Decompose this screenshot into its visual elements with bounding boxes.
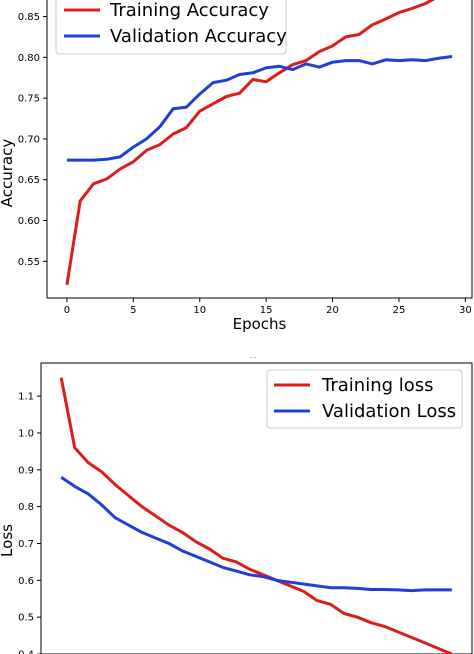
series-line-training <box>65 0 435 286</box>
y-tick-label: 0.60 <box>18 216 40 227</box>
y-tick-label: 0.5 <box>18 613 34 624</box>
loss-chart: 0.4 0.5 0.6 0.7 0.8 0.9 1.0 1.1 Loss Training los… <box>0 362 473 654</box>
y-tick-label: 0.9 <box>18 465 34 476</box>
x-tick-label: 0 <box>64 305 70 316</box>
y-tick-label: 0.70 <box>18 134 40 145</box>
y-tick-label: 0.55 <box>18 257 40 268</box>
y-axis-title: Loss <box>0 524 16 557</box>
x-tick-label: 20 <box>326 305 339 316</box>
separator-dots: ... <box>249 351 257 360</box>
legend-box <box>55 0 287 55</box>
series-line-validation <box>60 475 452 593</box>
y-axis-title: Accuracy <box>0 139 16 208</box>
y-tick-label: 0.4 <box>18 650 34 654</box>
x-tick-label: 5 <box>130 305 136 316</box>
legend-label: Validation Loss <box>322 401 456 422</box>
legend-label: Training loss <box>321 375 434 396</box>
y-tick-label: 0.8 <box>18 502 34 513</box>
legend-box <box>266 369 463 429</box>
plot-frame <box>46 0 473 299</box>
y-tick-label: 0.7 <box>18 539 34 550</box>
y-tick-label: 0.6 <box>18 576 34 587</box>
y-tick-label: 0.85 <box>18 12 40 23</box>
y-tick-label: 1.1 <box>18 392 34 403</box>
y-tick-label: 0.65 <box>18 175 40 186</box>
x-tick-label: 30 <box>459 305 472 316</box>
legend-label: Validation Accuracy <box>110 26 287 47</box>
x-tick-label: 15 <box>260 305 273 316</box>
accuracy-chart: 0.55 0.60 0.65 0.70 0.75 0.80 0.85 0 5 10 15 20 25 30… <box>0 0 473 333</box>
x-tick-label: 10 <box>193 305 206 316</box>
y-tick-label: 0.75 <box>18 94 40 105</box>
series-line-validation <box>66 55 453 162</box>
y-tick-label: 0.80 <box>18 53 40 64</box>
y-tick-label: 1.0 <box>18 428 34 439</box>
x-tick-label: 25 <box>393 305 406 316</box>
plot-frame <box>40 362 473 654</box>
x-axis-title: Epochs <box>233 315 287 333</box>
series-line-training <box>59 377 453 654</box>
legend-label: Training Accuracy <box>109 0 269 21</box>
